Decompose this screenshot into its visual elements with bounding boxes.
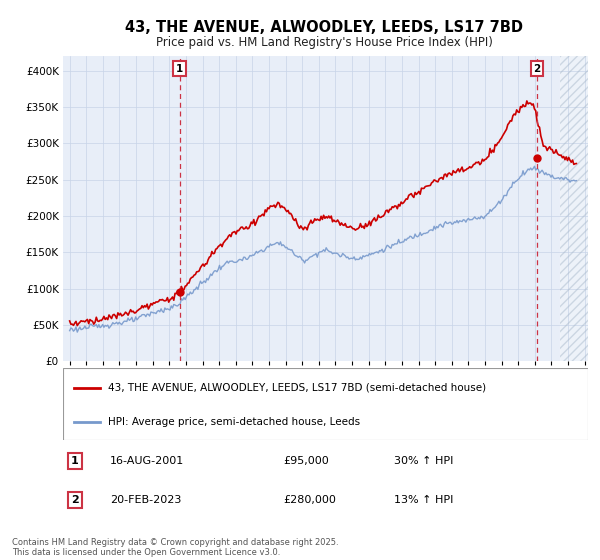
Text: 43, THE AVENUE, ALWOODLEY, LEEDS, LS17 7BD (semi-detached house): 43, THE AVENUE, ALWOODLEY, LEEDS, LS17 7… [107, 383, 486, 393]
Text: 20-FEB-2023: 20-FEB-2023 [110, 495, 182, 505]
Text: Price paid vs. HM Land Registry's House Price Index (HPI): Price paid vs. HM Land Registry's House … [155, 36, 493, 49]
Text: 1: 1 [176, 64, 183, 73]
Text: £95,000: £95,000 [284, 456, 329, 466]
Text: 16-AUG-2001: 16-AUG-2001 [110, 456, 185, 466]
Text: 2: 2 [533, 64, 541, 73]
Text: Contains HM Land Registry data © Crown copyright and database right 2025.
This d: Contains HM Land Registry data © Crown c… [12, 538, 338, 557]
Text: £280,000: £280,000 [284, 495, 337, 505]
Bar [560, 56, 588, 361]
Bar [560, 56, 588, 361]
Text: 1: 1 [71, 456, 79, 466]
Text: 30% ↑ HPI: 30% ↑ HPI [394, 456, 453, 466]
Text: 43, THE AVENUE, ALWOODLEY, LEEDS, LS17 7BD: 43, THE AVENUE, ALWOODLEY, LEEDS, LS17 7… [125, 20, 523, 35]
Text: HPI: Average price, semi-detached house, Leeds: HPI: Average price, semi-detached house,… [107, 417, 360, 427]
Text: 13% ↑ HPI: 13% ↑ HPI [394, 495, 453, 505]
FancyBboxPatch shape [63, 368, 588, 440]
Text: 2: 2 [71, 495, 79, 505]
